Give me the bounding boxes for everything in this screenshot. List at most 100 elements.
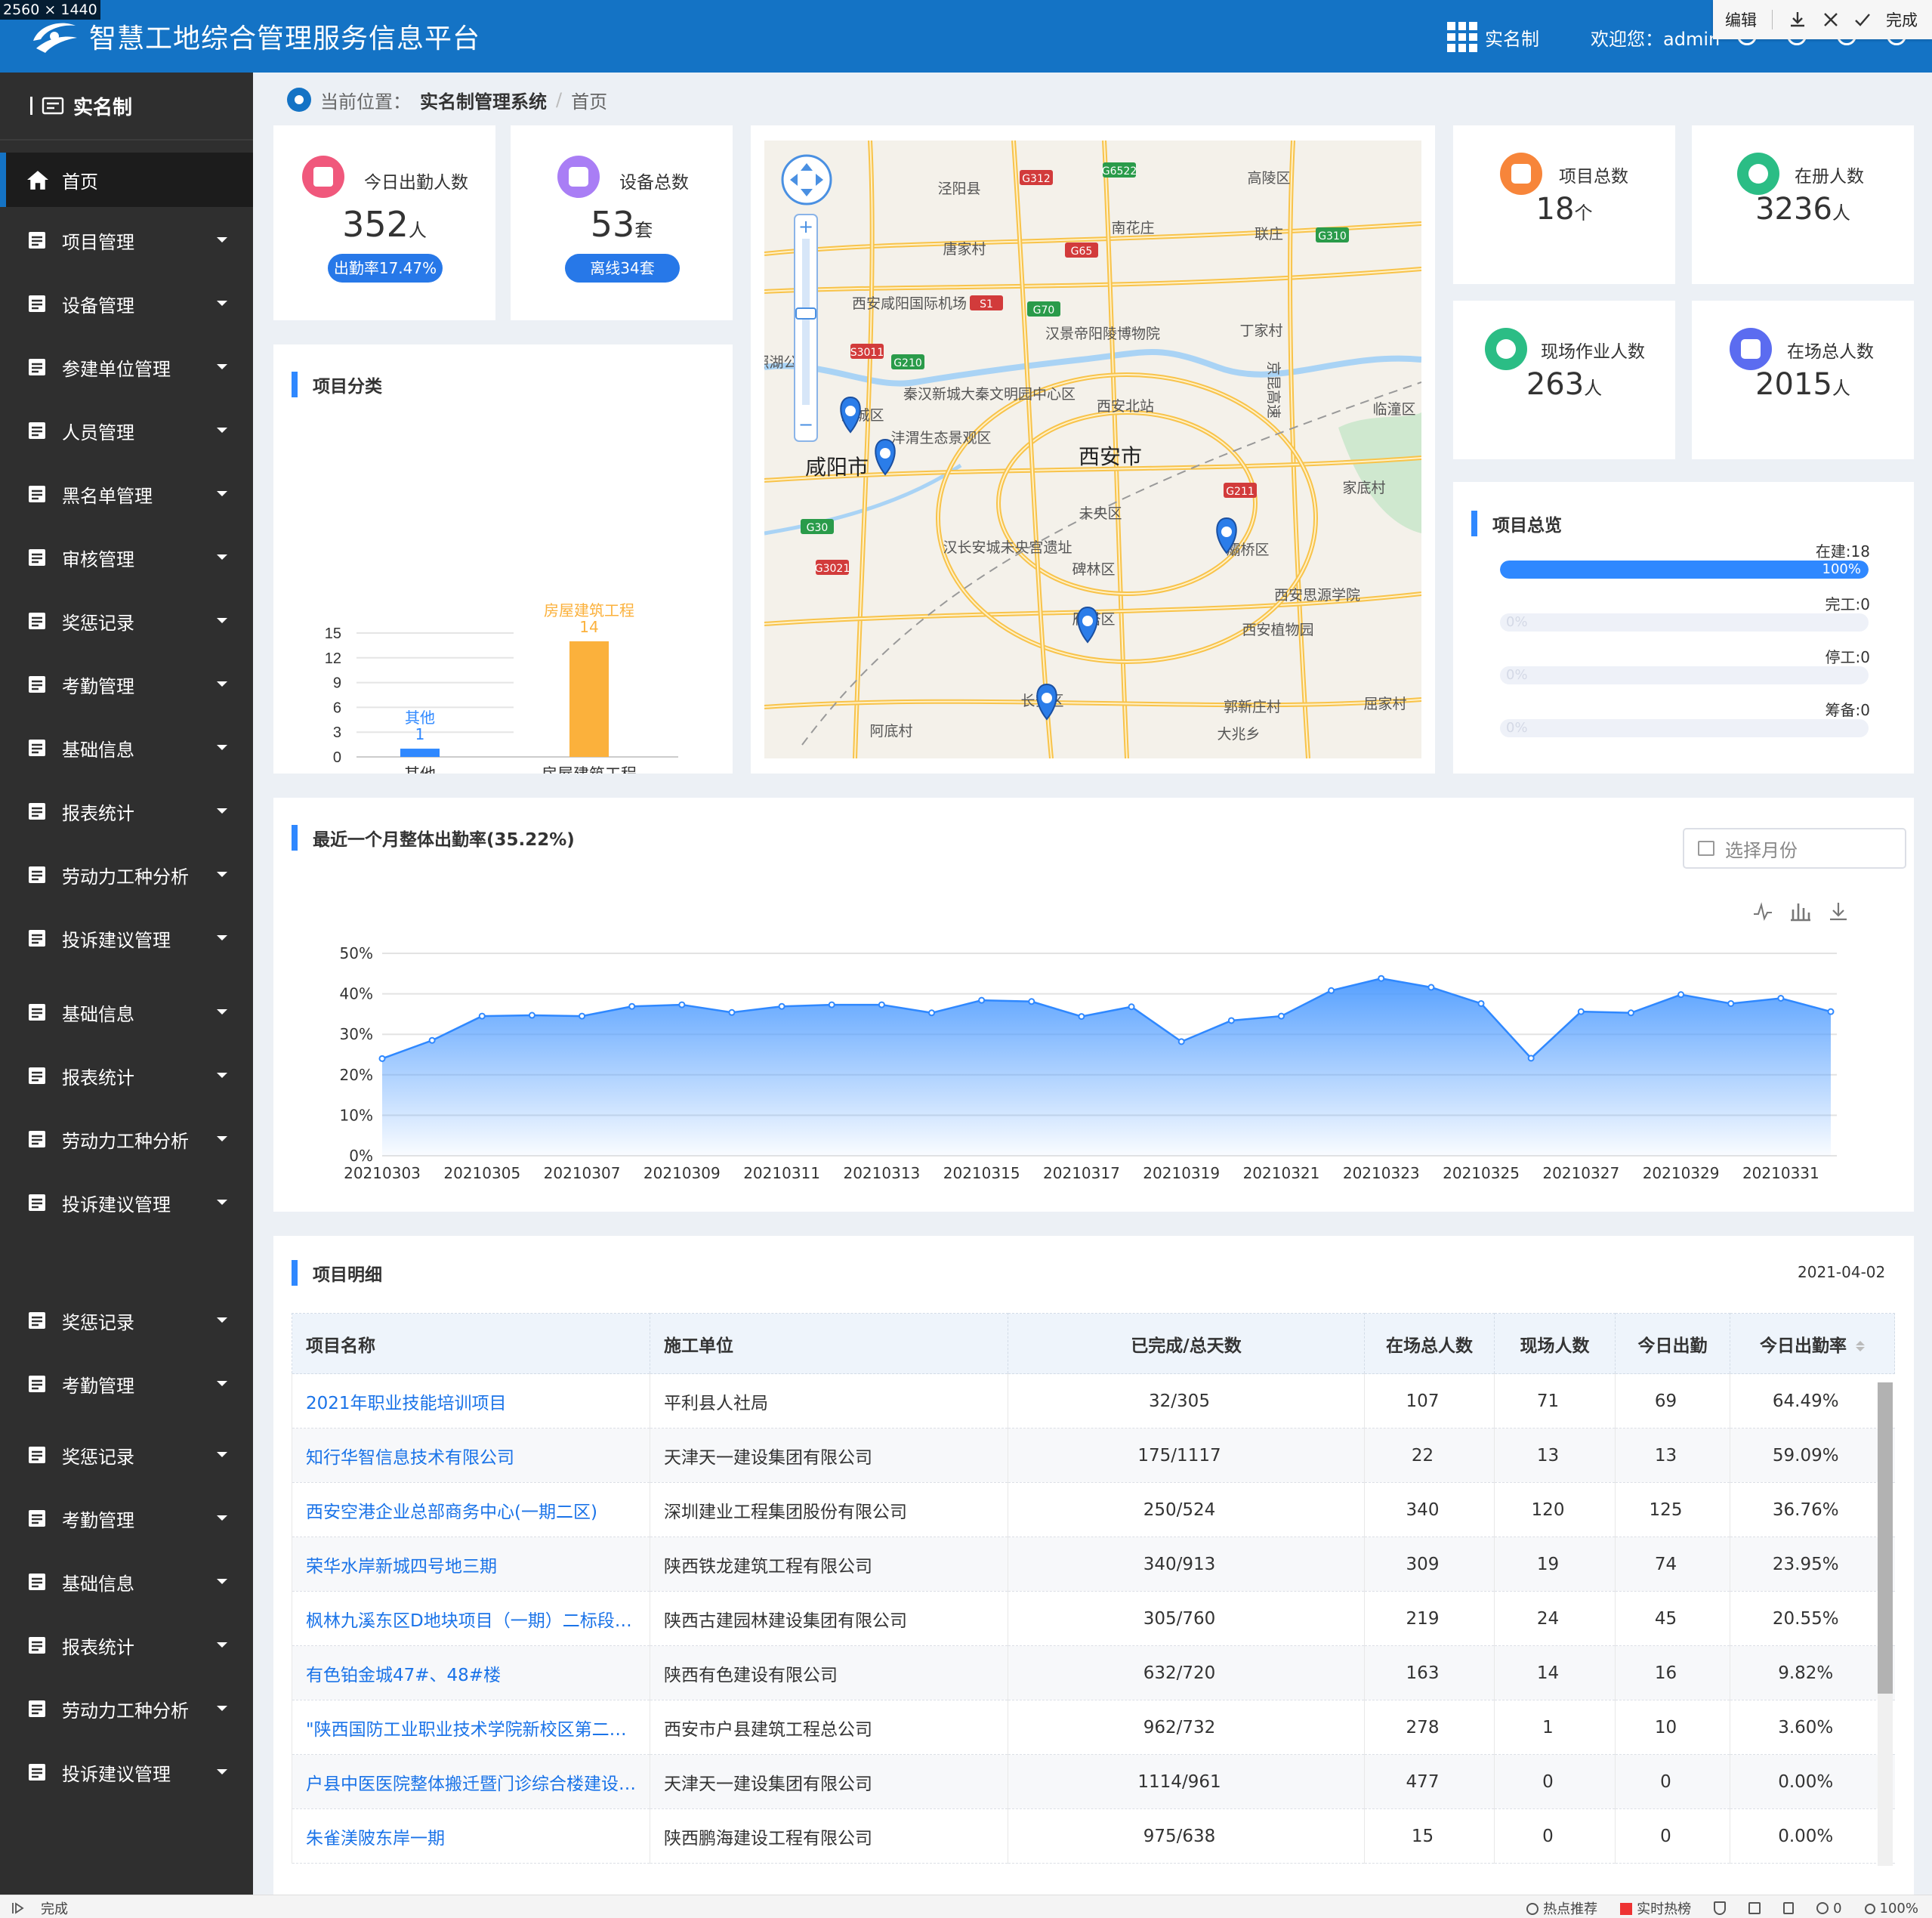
road-center xyxy=(1103,141,1128,758)
registered-card: 在册人数 3236人 xyxy=(1692,125,1914,284)
data-point xyxy=(1227,1017,1235,1024)
building-icon xyxy=(24,355,51,379)
save-image-icon[interactable] xyxy=(1828,900,1849,922)
sidebar-item-label: 报表统计 xyxy=(62,1067,134,1089)
project-name-link[interactable]: 有色铂金城47#、48#楼 xyxy=(292,1645,650,1700)
column-header[interactable]: 今日出勤率 xyxy=(1730,1313,1895,1374)
table-row[interactable]: 知行华智信息技术有限公司 天津天一建设集团有限公司 175/1117 22 13 13 59… xyxy=(292,1428,1895,1483)
sidebar-header: 实名制 xyxy=(0,73,253,141)
table-cell: 120 xyxy=(1494,1482,1616,1537)
chevron-down-icon xyxy=(217,491,227,496)
sidebar-item-23[interactable]: 劳动力工种分析 xyxy=(0,1682,253,1736)
project-name-link[interactable]: 枫林九溪东区D地块项目（一期）二标段… xyxy=(292,1591,650,1646)
lock-icon[interactable] xyxy=(1783,1902,1795,1914)
device-total-card: 设备总数 53套 离线34套 xyxy=(511,125,733,320)
table-cell: 陕西有色建设有限公司 xyxy=(650,1645,1008,1700)
chevron-down-icon xyxy=(217,364,227,369)
sidebar-item-19[interactable]: 奖惩记录 xyxy=(0,1428,253,1482)
project-name-link[interactable]: 西安空港企业总部商务中心(一期二区) xyxy=(292,1482,650,1537)
zoom-track xyxy=(802,239,810,405)
data-point xyxy=(478,1012,486,1020)
table-cell: 14 xyxy=(1494,1645,1616,1700)
shield-icon[interactable] xyxy=(1714,1901,1727,1915)
info-icon xyxy=(24,1570,51,1594)
project-name-link[interactable]: 朱雀渼陂东岸一期 xyxy=(292,1808,650,1864)
table-row[interactable]: 西安空港企业总部商务中心(一期二区) 深圳建业工程集团股份有限公司 250/524 3… xyxy=(292,1482,1895,1537)
overview-progress-bar: 0% xyxy=(1500,719,1869,737)
module-switch[interactable]: 实名制 xyxy=(1485,29,1539,50)
welcome-user[interactable]: 欢迎您：admin xyxy=(1591,29,1721,50)
download-icon[interactable] xyxy=(1788,10,1807,29)
sidebar-item-6[interactable]: 审核管理 xyxy=(0,530,253,585)
project-name-link[interactable]: 2021年职业技能培训项目 xyxy=(292,1373,650,1428)
close-icon[interactable] xyxy=(1822,11,1839,28)
volume-icon[interactable] xyxy=(1748,1902,1761,1914)
sidebar-item-22[interactable]: 报表统计 xyxy=(0,1618,253,1672)
table-row[interactable]: 朱雀渼陂东岸一期 陕西鹏海建设工程有限公司 975/638 15 0 0 0.00% xyxy=(292,1808,1895,1864)
sidebar-toggle-icon[interactable] xyxy=(11,1901,26,1916)
zoom-level[interactable]: 100% xyxy=(1864,1901,1918,1916)
sidebar-item-24[interactable]: 投诉建议管理 xyxy=(0,1745,253,1799)
sidebar-item-14[interactable]: 报表统计 xyxy=(0,1049,253,1103)
road-shield xyxy=(816,560,849,575)
sidebar-item-1[interactable]: 项目管理 xyxy=(0,213,253,267)
line-chart-icon[interactable] xyxy=(1752,900,1773,922)
sidebar-item-15[interactable]: 劳动力工种分析 xyxy=(0,1112,253,1166)
month-picker[interactable]: 选择月份 xyxy=(1683,828,1906,869)
bar-chart-icon[interactable] xyxy=(1790,900,1811,922)
sidebar-item-20[interactable]: 考勤管理 xyxy=(0,1491,253,1546)
sidebar-item-3[interactable]: 参建单位管理 xyxy=(0,340,253,394)
project-name-link[interactable]: 户县中医医院整体搬迁暨门诊综合楼建设… xyxy=(292,1754,650,1809)
sidebar-item-5[interactable]: 黑名单管理 xyxy=(0,467,253,521)
data-point xyxy=(878,1001,885,1008)
sidebar-item-18[interactable]: 考勤管理 xyxy=(0,1357,253,1411)
edit-button[interactable]: 编辑 xyxy=(1725,11,1757,29)
pan-control-icon[interactable] xyxy=(781,154,832,205)
table-row[interactable]: 枫林九溪东区D地块项目（一期）二标段… 陕西古建园林建设集团有限公司 305/760… xyxy=(292,1591,1895,1646)
table-cell: 250/524 xyxy=(1008,1482,1365,1537)
sidebar-item-label: 项目管理 xyxy=(62,231,134,253)
road-shield xyxy=(1103,162,1136,178)
done-button[interactable]: 完成 xyxy=(1886,11,1918,29)
sidebar-item-11[interactable]: 劳动力工种分析 xyxy=(0,848,253,902)
table-row[interactable]: 2021年职业技能培训项目 平利县人社局 32/305 107 71 69 64.49% xyxy=(292,1373,1895,1428)
project-name-link[interactable]: 荣华水岸新城四号地三期 xyxy=(292,1537,650,1592)
table-row[interactable]: "陕西国防工业职业技术学院新校区第二… 西安市户县建筑工程总公司 962/732 27… xyxy=(292,1700,1895,1755)
table-row[interactable]: 户县中医医院整体搬迁暨门诊综合楼建设… 天津天一建设集团有限公司 1114/961 4… xyxy=(292,1754,1895,1809)
breadcrumb-system[interactable]: 实名制管理系统 xyxy=(420,91,547,113)
sidebar-item-17[interactable]: 奖惩记录 xyxy=(0,1293,253,1348)
sidebar-item-8[interactable]: 考勤管理 xyxy=(0,657,253,712)
sidebar-item-13[interactable]: 基础信息 xyxy=(0,985,253,1039)
sidebar-item-9[interactable]: 基础信息 xyxy=(0,721,253,775)
sidebar-item-4[interactable]: 人员管理 xyxy=(0,403,253,458)
download-status[interactable]: 0 xyxy=(1816,1901,1842,1916)
sidebar-item-0[interactable]: 首页 xyxy=(0,153,253,207)
project-name-link[interactable]: 知行华智信息技术有限公司 xyxy=(292,1428,650,1483)
data-point xyxy=(1527,1055,1535,1062)
sidebar-item-10[interactable]: 报表统计 xyxy=(0,784,253,839)
sidebar-item-12[interactable]: 投诉建议管理 xyxy=(0,911,253,965)
table-row[interactable]: 有色铂金城47#、48#楼 陕西有色建设有限公司 632/720 163 14 16 9.8… xyxy=(292,1645,1895,1700)
sidebar-item-2[interactable]: 设备管理 xyxy=(0,276,253,331)
report-icon xyxy=(24,799,51,823)
realtime-hot-link[interactable]: 实时热榜 xyxy=(1620,1898,1691,1918)
table-scrollbar[interactable] xyxy=(1878,1382,1893,1866)
table-cell: 西安市户县建筑工程总公司 xyxy=(650,1700,1008,1755)
hot-recommend-link[interactable]: 热点推荐 xyxy=(1526,1898,1597,1918)
sidebar-item-16[interactable]: 投诉建议管理 xyxy=(0,1175,253,1230)
apps-grid-icon[interactable] xyxy=(1447,22,1477,52)
sidebar-item-21[interactable]: 基础信息 xyxy=(0,1555,253,1609)
table-cell: 13 xyxy=(1615,1428,1730,1483)
table-cell: 64.49% xyxy=(1730,1373,1895,1428)
project-name-link[interactable]: "陕西国防工业职业技术学院新校区第二… xyxy=(292,1700,650,1755)
scrollbar-thumb[interactable] xyxy=(1878,1382,1893,1694)
offline-badge[interactable]: 离线34套 xyxy=(565,254,680,283)
complaint-icon xyxy=(24,1760,51,1784)
table-row[interactable]: 荣华水岸新城四号地三期 陕西铁龙建筑工程有限公司 340/913 309 19 74 23.… xyxy=(292,1537,1895,1592)
sort-icon[interactable] xyxy=(1856,1339,1865,1353)
table-cell: 1114/961 xyxy=(1008,1754,1365,1809)
sidebar-item-7[interactable]: 奖惩记录 xyxy=(0,594,253,648)
road-shield xyxy=(801,519,834,534)
check-icon[interactable] xyxy=(1854,11,1871,28)
